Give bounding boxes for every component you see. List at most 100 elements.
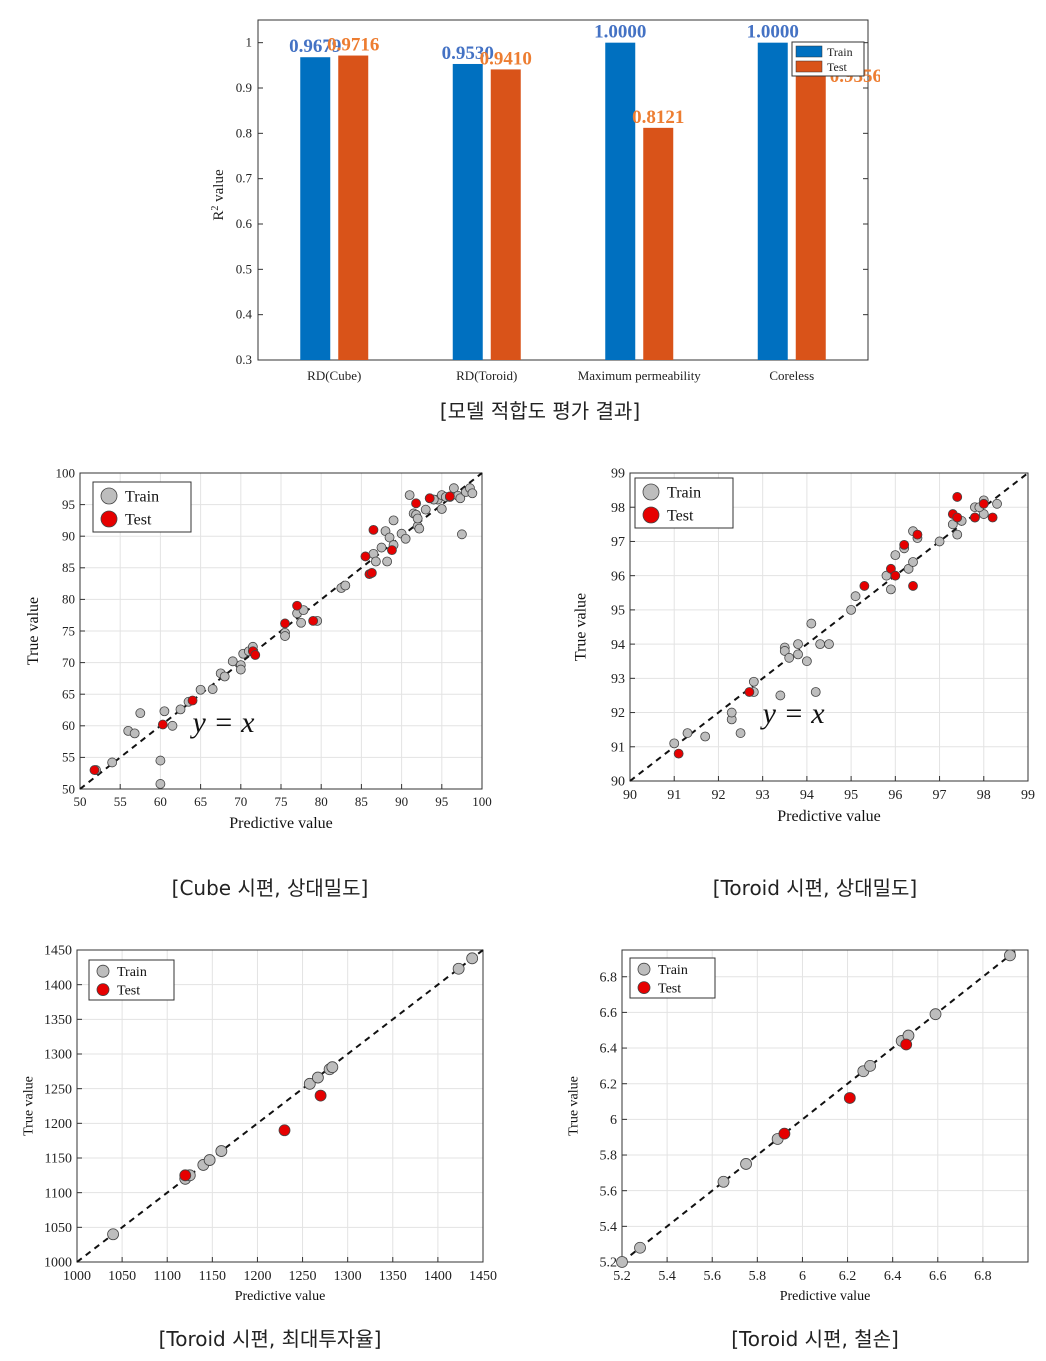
x-axis-label: Predictive value [235,1289,326,1304]
point-test [987,512,998,523]
y-tick-label: 0.7 [236,171,253,186]
x-tick-label: 50 [74,794,87,809]
legend-swatch-test [795,60,823,73]
point-test [366,567,377,578]
point-train [815,639,826,650]
caption-toroid-coreloss: [Toroid 시편, 철손] [731,1327,899,1351]
y-tick-label: 94 [611,638,625,653]
point-train [947,519,958,530]
point-train [215,1145,228,1157]
point-train [793,649,803,660]
caption-toroid-permeability: [Toroid 시편, 최대투자율] [158,1327,382,1351]
bar-value-label-test: 0.9716 [327,35,379,56]
point-train [810,687,821,697]
y-tick-label: 0.9 [236,80,252,95]
point-train [864,1059,877,1072]
point-train [467,488,478,499]
y-tick-label: 0.8 [236,125,252,140]
point-train [195,684,206,695]
x-tick-label: 91 [667,788,681,803]
point-train [135,708,146,719]
point-test [278,1124,291,1137]
plot-area [622,950,1028,1262]
point-train [107,1228,119,1241]
point-test [250,650,261,660]
point-train [846,604,857,615]
y-tick-label: 6 [610,1113,617,1128]
y-tick-label: 70 [62,655,75,670]
point-test [970,512,980,523]
y-tick-label: 100 [56,465,76,480]
point-train [384,532,395,543]
y-tick-label: 1450 [44,944,72,959]
legend-marker-train [637,962,651,976]
x-tick-label: 5.4 [658,1269,676,1284]
x-tick-label: 6.6 [929,1269,947,1284]
x-tick-label: 6.8 [974,1269,992,1284]
diagonal-line [76,949,484,1263]
y-tick-label: 55 [62,750,75,765]
bar-train [605,42,636,361]
annotation-y-equals-x: y = x [760,697,826,730]
plot-frame [76,949,484,1263]
caption-bar-chart: [모델 적합도 평가 결과] [439,399,641,423]
point-train [908,557,918,567]
point-train [448,483,459,494]
r2-bar-chart: 0.3 0.4 0.5 0.6 0.7 0.8 0.9 1 R2 value RD(Cube) 0.… [210,19,880,383]
point-train [420,504,431,515]
y-tick-label: 5.8 [600,1149,618,1164]
point-train [207,684,218,695]
point-train [717,1175,730,1188]
point-test [952,512,963,523]
point-train [779,646,790,656]
point-train [784,652,795,663]
plot-frame [621,949,1029,1263]
y-tick-label: 1000 [44,1256,72,1271]
y-tick-label: 92 [611,706,625,721]
point-train [466,952,479,965]
point-train [235,664,246,675]
point-train [303,1077,316,1090]
bar-train [757,42,788,361]
x-tick-label: 5.2 [613,1269,631,1284]
y-tick-label: 1100 [45,1186,72,1201]
diagonal-line [621,949,1018,1263]
point-test [744,687,755,697]
point-train [227,656,238,667]
point-train [175,704,186,715]
y-tick-label: 5.2 [600,1256,618,1271]
point-test [952,492,963,502]
point-train [669,738,680,749]
point-test [157,719,168,730]
point-train [726,707,737,718]
point-test [187,695,198,706]
scatter-toroid-coreloss: 5.2 5.4 5.6 5.8 6 6.2 6.4 6.6 6.8 5.2 5.4 5.6 5.8 6 6.… [567,949,1029,1304]
point-test [673,748,684,759]
x-tick-label: 96 [888,788,902,803]
point-train [296,617,307,628]
x-tick-label: 1400 [424,1269,452,1284]
legend-marker-train [100,487,118,505]
point-train [400,533,411,544]
x-tick-label: 98 [977,788,991,803]
point-train [992,498,1002,509]
y-tick-label: 1350 [44,1013,72,1028]
point-test [308,615,319,626]
x-tick-label: 90 [623,788,637,803]
point-test [890,570,901,581]
point-train [850,591,861,602]
point-train [929,1008,942,1021]
y-tick-label: 0.3 [236,352,252,367]
bar-value-label-train: 0.9679 [289,36,341,57]
y-tick-label: 1050 [44,1221,72,1236]
legend-marker-test [642,506,660,524]
x-tick-label: 1000 [63,1269,91,1284]
x-tick-label: 100 [472,794,492,809]
x-tick-label: RD(Toroid) [456,368,517,383]
x-tick-label: 75 [275,794,288,809]
point-test [908,581,918,591]
point-train [682,728,693,738]
y-tick-label: 1300 [44,1048,72,1063]
point-train [382,556,393,567]
